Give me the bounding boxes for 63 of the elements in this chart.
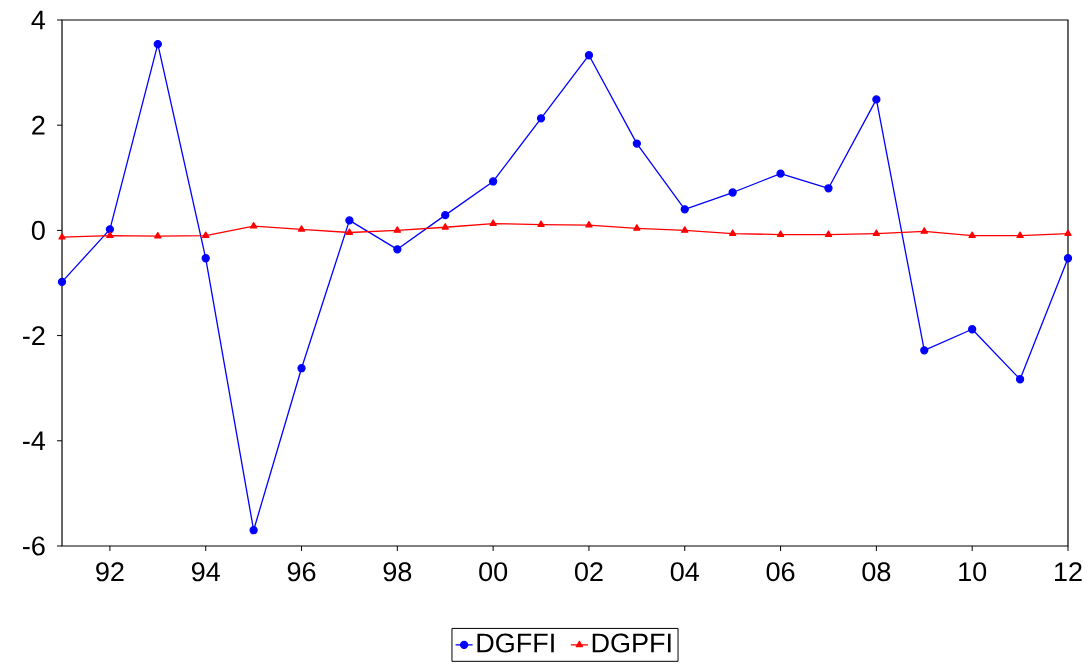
- point: [202, 231, 210, 239]
- x-tick-label: 92: [96, 562, 124, 582]
- point: [824, 184, 833, 193]
- point: [201, 254, 210, 263]
- x-tick-label: 02: [574, 562, 603, 582]
- x-tick-label: 98: [383, 562, 412, 582]
- point: [968, 325, 977, 334]
- point: [489, 219, 497, 226]
- point: [105, 225, 115, 234]
- point: [153, 40, 162, 49]
- point: [632, 139, 641, 148]
- point: [1064, 229, 1072, 236]
- point: [728, 229, 737, 236]
- point: [680, 205, 689, 214]
- x-tick-label: 94: [191, 562, 220, 582]
- y-tick-label: -4: [23, 431, 46, 451]
- point: [584, 51, 594, 60]
- x-tick-label: 96: [287, 562, 316, 582]
- point: [249, 526, 258, 535]
- point: [297, 364, 306, 373]
- point: [776, 169, 785, 178]
- point: [1063, 254, 1073, 263]
- y-tick-label: -6: [23, 536, 45, 556]
- point: [345, 216, 354, 225]
- point: [537, 220, 545, 227]
- x-tick-label: 08: [862, 562, 891, 582]
- x-tick-label: 06: [766, 562, 795, 582]
- point: [441, 210, 450, 220]
- point: [441, 223, 449, 230]
- y-tick-label: 2: [32, 115, 45, 135]
- x-tick-label: 12: [1055, 562, 1082, 582]
- point: [393, 226, 402, 233]
- point: [1015, 375, 1025, 384]
- point: [106, 231, 114, 239]
- point: [57, 277, 67, 287]
- x-tick-label: 04: [670, 562, 699, 582]
- legend-label: DGFFI: [477, 633, 554, 653]
- point: [154, 232, 162, 239]
- point: [585, 220, 593, 228]
- y-tick-label: -2: [23, 326, 45, 346]
- x-tick-label: 00: [479, 562, 508, 582]
- point: [920, 346, 929, 355]
- y-tick-label: 4: [31, 10, 46, 30]
- point: [968, 231, 976, 239]
- point: [872, 95, 881, 104]
- point: [681, 226, 689, 233]
- legend-label: DGPFI: [592, 633, 671, 653]
- point: [345, 228, 354, 235]
- x-tick-label: 10: [959, 562, 987, 582]
- point: [393, 245, 402, 254]
- point: [824, 230, 833, 237]
- point: [297, 225, 306, 232]
- point: [633, 224, 641, 231]
- point: [1016, 231, 1024, 239]
- point: [728, 188, 737, 197]
- point: [536, 114, 546, 123]
- point: [488, 177, 498, 186]
- y-tick-label: 0: [31, 220, 45, 240]
- point: [58, 233, 66, 240]
- point: [776, 230, 785, 237]
- point: [920, 227, 928, 234]
- point: [872, 229, 881, 236]
- point: [249, 222, 258, 229]
